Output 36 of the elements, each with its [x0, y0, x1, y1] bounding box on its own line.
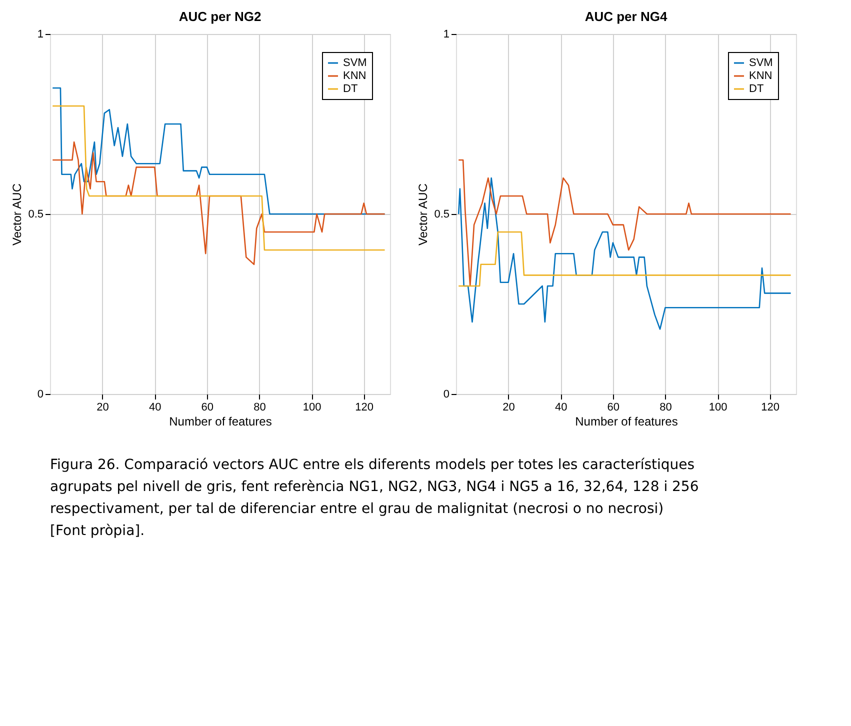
- text: Figura 26. Comparació vectors AUC entre els diferents models per totes les característiques agrupats pel nivell de gris, fent referència NG1, NG2, NG3, NG4 i NG5 a 16, 32,64, 128 i 256 respectivament, per tal de diferenciar entre el grau de malignitat (necrosi o no necrosi) [Font pròpia].: [50, 457, 699, 539]
- y-tick-label: 0.5: [28, 208, 44, 220]
- x-tick-label: 120: [761, 402, 780, 414]
- x-tick-label: 60: [201, 402, 214, 414]
- x-tick-label: 100: [302, 402, 322, 414]
- legend-label: SVM: [749, 57, 773, 69]
- x-tick-label: 40: [554, 402, 568, 414]
- legend-label: KNN: [343, 70, 366, 82]
- x-tick-label: 80: [660, 402, 672, 414]
- x-tick-label: 20: [96, 402, 109, 414]
- x-axis-title: Number of features: [575, 414, 678, 428]
- x-tick-label: 20: [502, 402, 515, 414]
- y-axis-title: Vector AUC: [10, 183, 24, 246]
- x-axis-title: Number of features: [169, 414, 272, 428]
- legend-label: DT: [749, 83, 764, 95]
- y-tick-label: 0: [37, 388, 44, 400]
- legend-label: SVM: [343, 57, 367, 69]
- line-series: [458, 231, 792, 287]
- line-series: [458, 177, 792, 330]
- y-tick-label: 1: [37, 28, 44, 40]
- x-tick-label: 40: [148, 402, 162, 414]
- y-tick-label: 1: [443, 28, 450, 40]
- legend-label: KNN: [749, 70, 772, 82]
- line-series: [458, 159, 792, 287]
- x-tick-label: 120: [355, 402, 374, 414]
- chart-title: AUC per NG4: [584, 9, 668, 24]
- x-tick-label: 80: [254, 402, 266, 414]
- line-series: [52, 141, 386, 266]
- legend-label: DT: [343, 83, 358, 95]
- y-tick-label: 0.5: [434, 208, 450, 220]
- chart-title: AUC per NG2: [178, 9, 262, 24]
- x-tick-label: 60: [607, 402, 620, 414]
- x-tick-label: 100: [708, 402, 728, 414]
- y-tick-label: 0: [443, 388, 450, 400]
- y-axis-title: Vector AUC: [416, 183, 430, 246]
- line-series: [52, 105, 386, 251]
